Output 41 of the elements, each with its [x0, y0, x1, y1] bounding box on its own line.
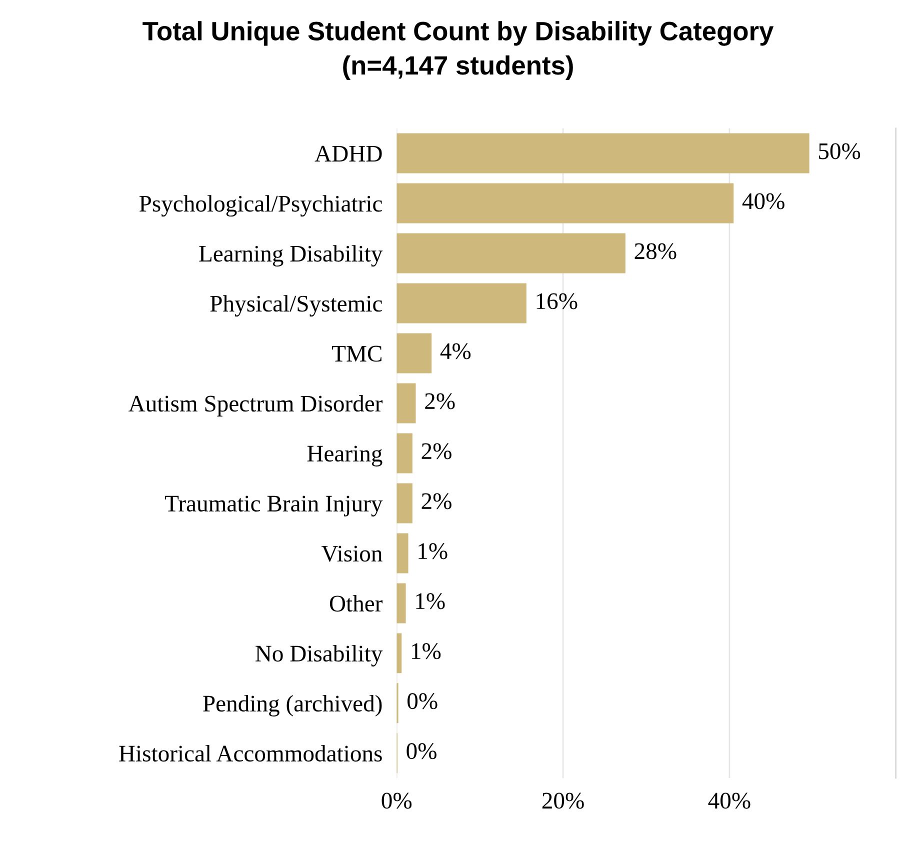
y-tick-label: Autism Spectrum Disorder — [128, 395, 383, 416]
y-tick-label: Learning Disability — [199, 245, 383, 267]
data-label: 28% — [634, 243, 676, 260]
bar — [396, 283, 526, 324]
data-label: 2% — [425, 393, 455, 410]
data-label: 40% — [742, 193, 784, 210]
y-tick-label: Pending (archived) — [203, 694, 382, 716]
y-tick-label: TMC — [332, 346, 382, 362]
data-label: 0% — [406, 743, 436, 760]
y-tick-label: Vision — [321, 546, 382, 562]
bar — [396, 583, 406, 624]
x-tick-label: 0% — [382, 792, 412, 809]
bar — [396, 433, 412, 474]
data-label: 1% — [412, 643, 441, 660]
data-label: 16% — [536, 293, 578, 310]
data-label: 1% — [418, 543, 448, 560]
y-tick-label: Physical/Systemic — [210, 295, 382, 317]
data-label: 0% — [408, 693, 438, 710]
bar — [396, 133, 810, 174]
data-label: 1% — [416, 593, 445, 610]
y-tick-label: No Disability — [256, 645, 383, 666]
x-tick-label: 20% — [542, 792, 584, 809]
bar — [396, 233, 626, 274]
y-tick-label: Historical Accommodations — [119, 744, 382, 762]
bar — [396, 383, 416, 424]
bar — [396, 483, 412, 524]
data-label: 50% — [819, 143, 860, 160]
data-label: 2% — [422, 493, 452, 510]
chart-title: Total Unique Student Count by Disability Category (n=4,147 students) — [142, 21, 774, 80]
data-label: 4% — [440, 343, 471, 360]
y-tick-label: Psychological/Psychiatric — [139, 195, 382, 217]
bar — [396, 633, 402, 674]
y-tick-label: ADHD — [314, 146, 382, 162]
x-tick-label: 40% — [708, 792, 750, 809]
bar — [396, 183, 734, 224]
y-tick-label: Hearing — [307, 446, 382, 466]
y-tick-label: Other — [330, 595, 383, 612]
bar — [396, 533, 408, 574]
data-label: 2% — [422, 443, 452, 460]
y-tick-label: Traumatic Brain Injury — [165, 496, 383, 516]
bar — [396, 333, 432, 374]
